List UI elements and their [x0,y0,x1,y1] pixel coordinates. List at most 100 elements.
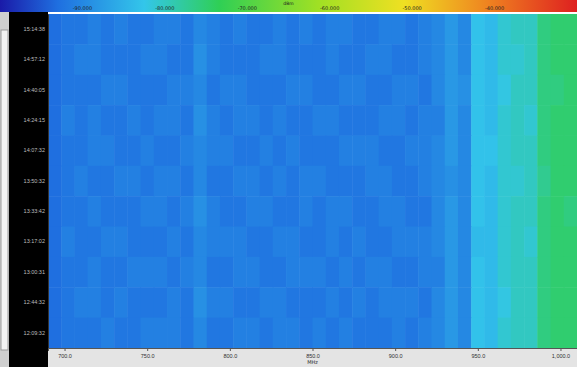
cell [154,14,168,45]
cell [286,196,300,227]
cell [193,135,207,166]
cell [484,44,498,75]
cell [432,105,446,136]
cell [339,14,353,45]
cell [365,287,379,318]
cell [524,227,538,258]
cell [260,166,274,197]
cell [551,227,565,258]
cell [484,318,498,348]
cell [286,227,300,258]
cell [114,227,128,258]
cell [418,166,432,197]
cell [511,257,525,288]
cell [551,14,565,45]
cell [273,135,287,166]
cell [246,75,260,106]
cell [154,135,168,166]
cell [207,135,221,166]
cell [471,196,485,227]
cell [432,287,446,318]
cell [339,257,353,288]
cell [74,75,88,106]
cell [180,257,194,288]
cell [564,257,577,288]
cell [365,135,379,166]
cell [220,166,234,197]
cell [127,105,141,136]
cell [405,14,419,45]
cell [498,105,512,136]
cell [273,75,287,106]
cell [180,196,194,227]
cell [551,44,565,75]
y-tick-label: 13:00:31 [24,269,45,275]
cell [339,196,353,227]
cell [273,166,287,197]
x-tick: 850.0 [306,348,320,359]
cell [154,257,168,288]
cell [339,227,353,258]
y-tick: 13:50:32 [24,178,48,184]
cell [339,135,353,166]
cell [273,318,287,348]
scroll-thumb [1,30,8,350]
cell [167,105,181,136]
cell [432,196,446,227]
cell [101,44,115,75]
cell [286,287,300,318]
cell [352,44,366,75]
cell [458,227,472,258]
cell [564,75,577,106]
cell [101,166,115,197]
colorbar-tick-label: -90.000 [73,5,92,11]
cell [365,44,379,75]
cell [524,105,538,136]
cell [61,75,75,106]
cell [220,227,234,258]
cell [48,75,62,106]
cell [48,166,62,197]
cell [180,44,194,75]
cell [207,196,221,227]
cell [418,287,432,318]
cell [365,227,379,258]
cell [458,75,472,106]
cell [101,318,115,348]
y-tick-label: 13:33:42 [24,208,45,214]
cell [127,44,141,75]
cell [114,166,128,197]
cell [471,257,485,288]
x-tick-mark [65,348,66,351]
cell [127,196,141,227]
cell [260,318,274,348]
cell [418,257,432,288]
cell [207,105,221,136]
cell [101,227,115,258]
cell [458,105,472,136]
cell [88,166,102,197]
cell [61,166,75,197]
cell [260,14,274,45]
cell [326,166,340,197]
cell [326,318,340,348]
cell [233,257,247,288]
cell [88,105,102,136]
cell [246,257,260,288]
cell [246,227,260,258]
cell [141,105,155,136]
colorbar-tick-label: -50.000 [402,5,421,11]
cell [141,135,155,166]
cell [537,135,551,166]
cell [564,166,577,197]
cell [61,227,75,258]
cell [511,14,525,45]
cell [418,227,432,258]
cell [524,75,538,106]
cell [352,75,366,106]
cell [273,14,287,45]
cell [352,287,366,318]
y-axis: 15:14:3814:57:1214:40:0514:24:1514:07:32… [24,15,49,349]
cell [61,257,75,288]
cell [167,14,181,45]
